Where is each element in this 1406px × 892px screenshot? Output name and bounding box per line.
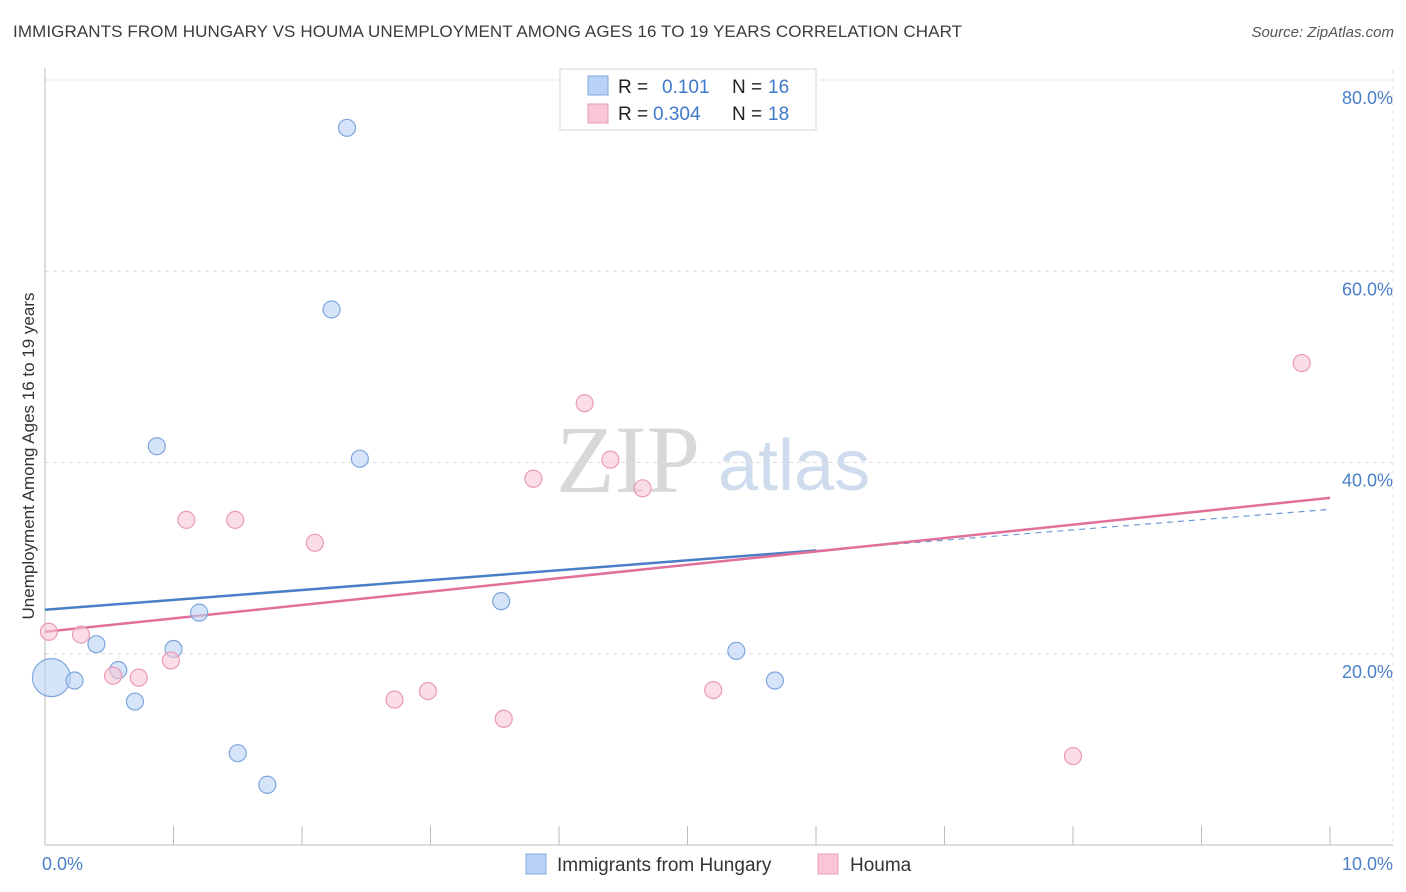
point-hungary [65,671,84,690]
bottom-legend-label-hungary: Immigrants from Hungary [557,855,772,876]
legend-n-label-2: N = [732,104,762,125]
legend-n-value-2: 18 [768,104,789,125]
legend-r-label-1: R = [618,77,648,98]
grid-lines [45,70,1394,845]
point-hungary [350,449,369,468]
legend-swatch-houma [587,103,609,124]
watermark-zip: ZIP [556,406,700,513]
point-houma [494,709,513,728]
point-houma [575,394,594,413]
point-houma [71,625,91,644]
point-houma [177,510,196,529]
bottom-legend-swatch-houma [817,853,839,875]
bottom-legend-label-houma: Houma [850,855,912,876]
source-credit: Source: ZipAtlas.com [1251,24,1394,41]
legend-r-value-2: 0.304 [653,104,701,125]
point-hungary [87,635,106,654]
legend-n-value-1: 16 [768,77,789,98]
legend-r-label-2: R = [618,104,648,125]
point-houma [161,651,181,670]
series-legend: Immigrants from Hungary Houma [525,853,912,876]
point-houma [601,450,620,469]
point-hungary [228,744,247,763]
point-houma [129,668,148,687]
watermark-atlas: atlas [718,426,870,506]
point-houma [1063,746,1083,766]
y-axis-title: Unemployment Among Ages 16 to 19 years [19,293,38,620]
trend-lines [44,496,1331,633]
correlation-legend: R = 0.101 N = 16 R = 0.304 N = 18 [559,68,817,131]
point-hungary [322,300,341,319]
bottom-legend-swatch-hungary [525,853,547,875]
point-houma [1292,353,1311,373]
point-hungary [147,437,166,456]
point-hungary [492,592,511,611]
point-hungary [727,641,746,660]
point-houma [305,533,324,552]
point-houma [226,510,245,529]
point-hungary [765,671,784,690]
point-houma [39,622,58,641]
chart-title: IMMIGRANTS FROM HUNGARY VS HOUMA UNEMPLO… [13,22,963,41]
axes: 20.0% 40.0% 60.0% 80.0% 0.0% 10.0% [42,68,1393,874]
point-hungary [337,118,357,137]
point-hungary [258,775,277,794]
point-houma [633,479,652,498]
point-houma [385,690,404,709]
point-houma [418,681,438,701]
legend-n-label-1: N = [732,77,762,98]
x-tick-label: 0.0% [42,854,83,874]
trend-line-hungary-projection [815,508,1331,552]
trend-line-hungary [44,549,817,612]
data-points [31,118,1311,794]
point-houma [524,469,543,488]
point-hungary [190,603,209,622]
point-hungary [125,692,145,711]
trend-line-houma [44,496,1331,633]
y-tick-label: 80.0% [1342,88,1393,108]
y-tick-label: 20.0% [1342,662,1393,682]
point-houma [704,680,723,700]
legend-swatch-hungary [587,75,609,96]
x-tick-label: 10.0% [1342,854,1393,874]
point-houma [104,666,123,685]
y-tick-label: 60.0% [1342,279,1393,299]
point-hungary [31,658,72,698]
legend-r-value-1: 0.101 [662,77,710,98]
y-tick-label: 40.0% [1342,471,1393,491]
